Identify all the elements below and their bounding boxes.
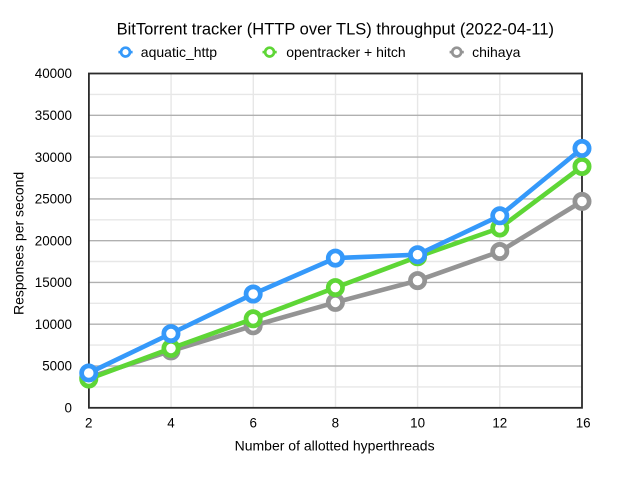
- svg-text:16: 16: [576, 415, 591, 430]
- svg-text:2: 2: [85, 415, 92, 430]
- svg-text:4: 4: [167, 415, 175, 430]
- svg-text:Responses per second: Responses per second: [11, 172, 27, 315]
- svg-text:40000: 40000: [35, 66, 72, 81]
- svg-text:5000: 5000: [42, 359, 72, 374]
- svg-text:10: 10: [410, 415, 425, 430]
- svg-text:opentracker + hitch: opentracker + hitch: [286, 44, 405, 60]
- svg-text:8: 8: [332, 415, 339, 430]
- svg-text:15000: 15000: [35, 275, 72, 290]
- svg-text:20000: 20000: [35, 233, 72, 248]
- svg-text:chihaya: chihaya: [472, 44, 520, 60]
- svg-text:35000: 35000: [35, 108, 72, 123]
- svg-text:Number of allotted hyperthread: Number of allotted hyperthreads: [235, 437, 435, 453]
- svg-text:12: 12: [492, 415, 507, 430]
- svg-text:aquatic_http: aquatic_http: [141, 44, 217, 60]
- svg-text:25000: 25000: [35, 192, 72, 207]
- svg-text:0: 0: [65, 401, 72, 416]
- svg-text:10000: 10000: [35, 317, 72, 332]
- svg-text:6: 6: [249, 415, 256, 430]
- svg-text:BitTorrent tracker (HTTP over: BitTorrent tracker (HTTP over TLS) throu…: [117, 21, 554, 39]
- svg-text:30000: 30000: [35, 150, 72, 165]
